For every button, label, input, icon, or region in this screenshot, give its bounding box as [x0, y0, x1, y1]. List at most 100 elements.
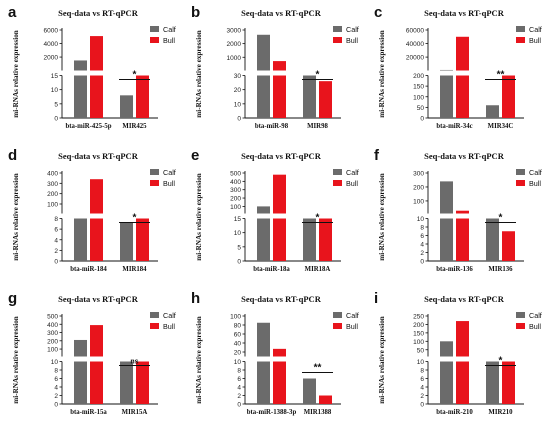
- y-tick-label: 500: [47, 314, 58, 321]
- y-tick-label: 2: [420, 393, 424, 400]
- bar-bull-seq-upper: [90, 36, 103, 71]
- panel-title: Seq-data vs RT-qPCR: [241, 8, 322, 18]
- legend-label-calf: Calf: [529, 311, 542, 320]
- y-tick-label: 4: [420, 242, 424, 249]
- legend-swatch-calf: [333, 169, 342, 175]
- legend-swatch-calf: [150, 169, 159, 175]
- panel-title: Seq-data vs RT-qPCR: [241, 294, 322, 304]
- bar-calf-seq: [257, 75, 270, 118]
- legend-swatch-calf: [150, 26, 159, 32]
- panel-letter: a: [8, 4, 17, 21]
- x-tick-label: bta-miR-210: [436, 409, 473, 416]
- y-tick-label: 2: [54, 393, 58, 400]
- bar-calf-qpcr: [120, 95, 133, 118]
- legend-label-bull: Bull: [529, 179, 541, 188]
- y-tick-label: 30: [234, 73, 242, 80]
- y-tick-label: 100: [413, 339, 424, 346]
- y-tick-label: 200: [47, 338, 58, 345]
- legend-label-bull: Bull: [346, 322, 358, 331]
- y-tick-label: 10: [234, 101, 242, 108]
- significance-label: *: [499, 213, 503, 224]
- y-tick-label: 6: [237, 376, 241, 383]
- bar-bull-seq-upper: [273, 174, 286, 214]
- bar-calf-qpcr: [303, 75, 316, 118]
- x-tick-label: bta-miR-425-5p: [65, 123, 111, 130]
- significance-label: ns: [130, 359, 138, 366]
- bar-calf-seq-upper: [74, 339, 87, 357]
- bar-calf-seq: [440, 361, 453, 404]
- x-tick-label: MIR18A: [305, 266, 331, 273]
- bar-calf-seq: [74, 75, 87, 118]
- y-tick-label: 15: [234, 216, 242, 223]
- bar-calf-qpcr: [120, 222, 133, 261]
- panel-letter: h: [191, 290, 200, 307]
- legend-swatch-calf: [516, 169, 525, 175]
- panel-title: Seq-data vs RT-qPCR: [424, 8, 505, 18]
- y-tick-label: 50: [417, 347, 425, 354]
- bar-bull-seq: [273, 218, 286, 261]
- x-tick-label: MIR136: [488, 266, 513, 273]
- y-tick-label: 10: [51, 359, 59, 366]
- bar-bull-seq-upper: [273, 61, 286, 71]
- legend-swatch-bull: [516, 37, 525, 43]
- bar-calf-qpcr: [120, 361, 133, 404]
- y-tick-label: 4: [54, 385, 58, 392]
- y-tick-label: 0: [237, 402, 241, 409]
- bar-calf-qpcr: [303, 218, 316, 261]
- y-tick-label: 10: [234, 230, 242, 237]
- y-tick-label: 200: [413, 73, 424, 80]
- y-tick-label: 200: [47, 191, 58, 198]
- y-tick-label: 100: [47, 347, 58, 354]
- legend-swatch-calf: [150, 312, 159, 318]
- bar-bull-seq: [273, 361, 286, 404]
- bar-calf-seq-upper: [257, 322, 270, 357]
- x-tick-label: bta-miR-18a: [253, 266, 290, 273]
- x-tick-label: bta-miR-136: [436, 266, 473, 273]
- y-axis-label: mi-RNAs relative expression: [378, 30, 386, 118]
- y-tick-label: 300: [230, 187, 241, 194]
- y-axis-label: mi-RNAs relative expression: [12, 30, 20, 118]
- y-tick-label: 10: [417, 359, 425, 366]
- y-tick-label: 4: [54, 237, 58, 244]
- y-tick-label: 15: [51, 73, 59, 80]
- panel-title: Seq-data vs RT-qPCR: [58, 294, 139, 304]
- bar-bull-qpcr: [136, 75, 149, 118]
- panel-d: d Seq-data vs RT-qPCR mi-RNAs relative exp…: [8, 147, 176, 273]
- y-tick-label: 60: [234, 332, 242, 339]
- y-tick-label: 20000: [406, 55, 424, 62]
- bar-bull-qpcr: [319, 218, 332, 261]
- y-tick-label: 80: [234, 323, 242, 330]
- y-tick-label: 20: [234, 350, 242, 357]
- significance-label: *: [316, 213, 320, 224]
- significance-label: *: [133, 70, 137, 81]
- y-axis-label: mi-RNAs relative expression: [378, 173, 386, 261]
- bar-calf-seq: [74, 361, 87, 404]
- y-tick-label: 10: [51, 87, 59, 94]
- bar-calf-qpcr: [486, 105, 499, 118]
- y-tick-label: 10: [417, 216, 425, 223]
- panel-letter: g: [8, 290, 17, 307]
- legend-label-calf: Calf: [163, 168, 176, 177]
- bar-bull-qpcr: [502, 75, 515, 118]
- y-tick-label: 60000: [406, 28, 424, 35]
- bar-bull-seq-upper: [90, 325, 103, 357]
- panel-h: h Seq-data vs RT-qPCR mi-RNAs relative exp…: [191, 290, 359, 416]
- y-axis-label: mi-RNAs relative expression: [195, 30, 203, 118]
- panel-letter: b: [191, 4, 200, 21]
- panel-i: i Seq-data vs RT-qPCR mi-RNAs relative exp…: [374, 290, 542, 416]
- bar-calf-qpcr: [486, 218, 499, 261]
- legend-label-bull: Bull: [163, 322, 175, 331]
- y-axis-label: mi-RNAs relative expression: [12, 173, 20, 261]
- y-tick-label: 8: [54, 368, 58, 375]
- bar-bull-seq-upper: [273, 348, 286, 357]
- bar-calf-seq-upper: [440, 181, 453, 214]
- y-axis-label: mi-RNAs relative expression: [195, 173, 203, 261]
- significance-label: **: [314, 363, 322, 374]
- x-tick-label: bta-miR-184: [70, 266, 107, 273]
- y-tick-label: 6: [420, 376, 424, 383]
- bar-bull-qpcr: [136, 218, 149, 261]
- significance-label: *: [499, 356, 503, 367]
- bar-bull-seq: [90, 218, 103, 261]
- legend-label-bull: Bull: [346, 179, 358, 188]
- legend-label-calf: Calf: [529, 168, 542, 177]
